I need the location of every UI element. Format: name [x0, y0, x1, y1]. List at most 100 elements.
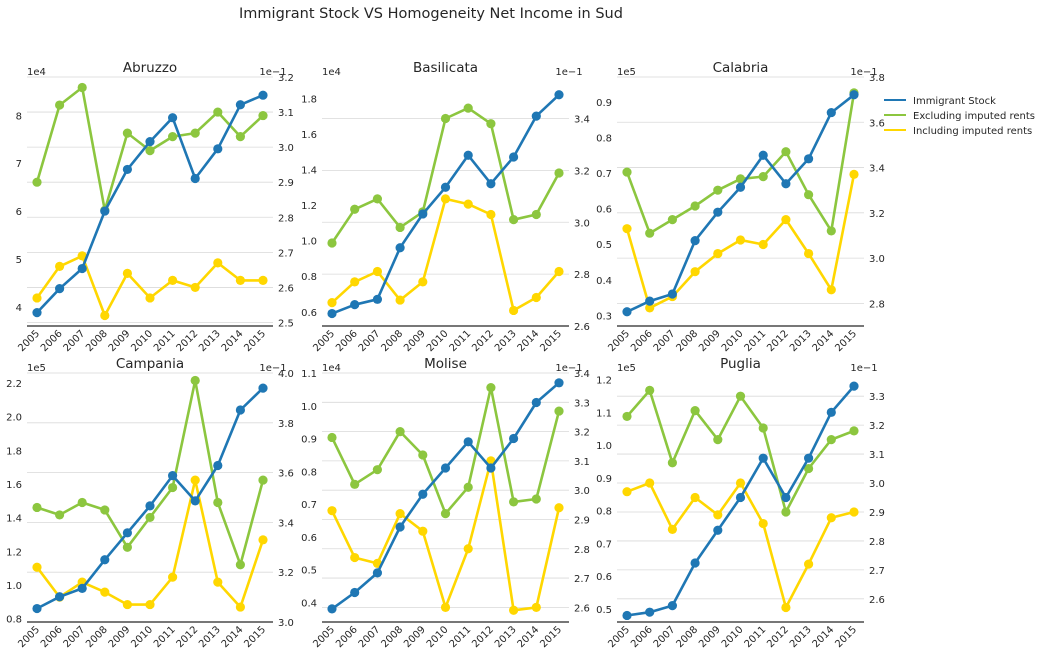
left-tick-label: 5	[16, 255, 22, 266]
data-point	[122, 528, 132, 538]
left-tick-label: 0.7	[596, 169, 612, 180]
data-point	[781, 147, 791, 157]
data-point	[486, 119, 496, 129]
right-tick-label: 2.6	[278, 283, 294, 294]
data-point	[508, 152, 519, 162]
right-tick-label: 2.8	[278, 213, 294, 224]
data-point	[55, 284, 65, 294]
data-point	[100, 505, 110, 515]
data-point	[327, 308, 337, 319]
x-tick-label: 2010	[129, 328, 155, 354]
data-point	[667, 601, 678, 611]
left-tick-label: 0.7	[301, 500, 317, 511]
series-immigrant-stock	[622, 381, 859, 621]
x-tick-label: 2014	[811, 328, 837, 354]
data-point	[463, 437, 473, 447]
data-point	[213, 144, 223, 154]
data-point	[758, 518, 768, 529]
data-point	[690, 406, 700, 416]
data-point	[122, 128, 132, 138]
subplot-basilicata: 2.6 2.8 3.0 3.2 3.4 0.6 0.8 1.0 1.2 1.4 1.6 1.8 1e4 1…	[301, 60, 590, 354]
data-point	[55, 261, 65, 271]
x-tick-label: 2008	[674, 328, 700, 354]
right-tick-label: 2.7	[869, 566, 885, 577]
right-tick-label: 3.3	[574, 398, 590, 409]
series-line	[36, 94, 264, 314]
x-tick-label: 2006	[629, 328, 655, 354]
x-tick-label: 2005	[606, 624, 632, 650]
data-point	[713, 207, 723, 217]
left-tick-label: 0.8	[6, 615, 22, 626]
data-point	[781, 179, 791, 189]
legend-label: Excluding imputed rents	[913, 111, 1035, 122]
series-immigrant-stock	[622, 90, 859, 317]
right-tick-label: 3.8	[869, 73, 885, 84]
data-point	[168, 482, 178, 493]
data-point	[554, 90, 564, 100]
data-point	[826, 434, 836, 445]
data-point	[463, 199, 473, 209]
data-point	[77, 263, 87, 274]
data-point	[781, 602, 791, 613]
data-point	[486, 179, 496, 189]
subplot-title: Abruzzo	[123, 60, 177, 76]
series-line	[36, 387, 264, 610]
x-tick-label: 2007	[357, 624, 383, 650]
data-point	[645, 607, 655, 617]
series-immigrant-stock	[327, 90, 564, 319]
data-point	[622, 224, 632, 234]
left-tick-label: 0.4	[301, 598, 317, 609]
x-tick-label: 2015	[538, 328, 564, 354]
left-tick-label: 8	[16, 111, 22, 122]
data-point	[327, 298, 337, 308]
data-point	[235, 275, 245, 286]
series-including-imputed-rents	[622, 169, 859, 313]
left-tick-label: 1.0	[596, 441, 612, 452]
data-point	[849, 507, 859, 517]
x-tick-label: 2009	[402, 624, 428, 650]
subplot-molise: 2.6 2.7 2.8 2.9 3.0 3.1 3.2 3.3 3.4 0.4 0.5 0.6 0.7 0…	[301, 356, 590, 650]
left-tick-label: 1.0	[301, 402, 317, 413]
data-point	[100, 206, 110, 216]
data-point	[32, 307, 42, 318]
data-point	[735, 478, 746, 488]
x-tick-label: 2015	[833, 328, 859, 354]
legend: Immigrant Stock Excluding imputed rents In…	[884, 96, 1035, 137]
data-point	[55, 100, 65, 110]
left-tick-label: 6	[16, 207, 22, 218]
right-tick-label: 3.4	[278, 518, 294, 529]
data-point	[235, 560, 245, 570]
right-offset-label: 1e−1	[259, 363, 286, 374]
data-point	[531, 602, 541, 612]
data-point	[190, 282, 200, 293]
left-tick-label: 0.8	[301, 467, 317, 478]
data-point	[235, 405, 245, 415]
x-tick-label: 2008	[84, 624, 110, 650]
left-tick-label: 0.6	[301, 533, 317, 544]
x-tick-label: 2013	[788, 624, 814, 650]
data-point	[735, 492, 746, 503]
data-point	[122, 599, 132, 610]
x-tick-label: 2005	[16, 328, 42, 354]
x-tick-label: 2009	[107, 328, 133, 354]
data-point	[622, 487, 632, 497]
left-tick-label: 0.7	[596, 539, 612, 550]
right-tick-label: 2.9	[574, 515, 590, 526]
right-tick-label: 2.5	[278, 318, 294, 329]
right-tick-label: 3.0	[869, 254, 885, 265]
data-point	[258, 90, 268, 100]
left-tick-label: 1.6	[301, 130, 317, 141]
data-point	[350, 479, 360, 489]
data-point	[100, 555, 110, 565]
data-point	[190, 128, 200, 138]
data-point	[531, 494, 541, 504]
data-point	[418, 277, 428, 287]
right-tick-label: 3.4	[574, 115, 590, 126]
series-line	[35, 254, 263, 317]
x-tick-label: 2007	[652, 624, 678, 650]
x-tick-label: 2013	[197, 328, 223, 354]
x-tick-label: 2005	[606, 328, 632, 354]
left-tick-label: 0.8	[301, 272, 317, 283]
data-point	[645, 385, 655, 395]
data-point	[145, 512, 155, 523]
